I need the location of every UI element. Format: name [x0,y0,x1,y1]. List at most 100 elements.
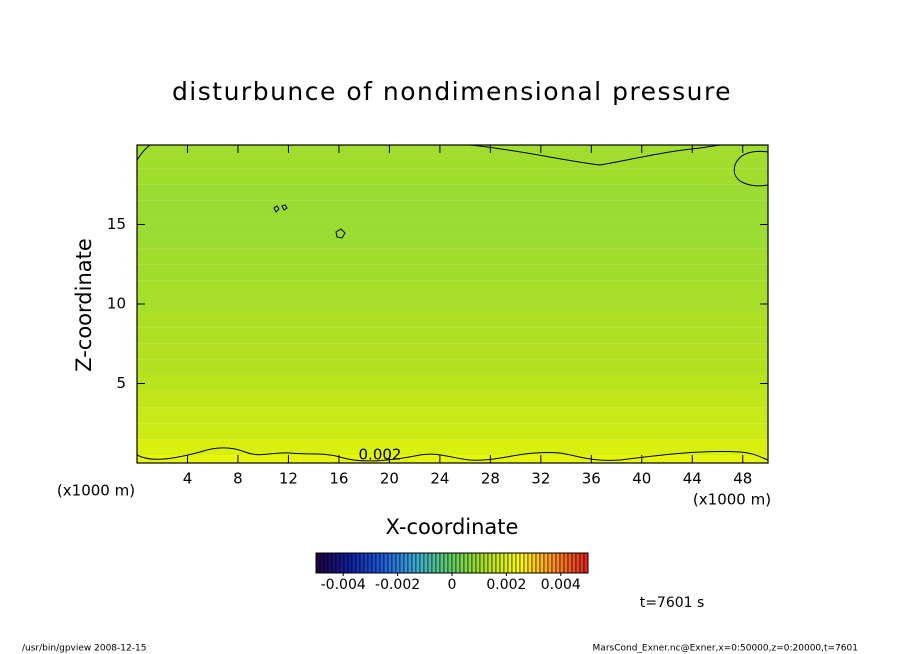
annotation: t=7601 s [640,595,705,611]
colorbar-band [463,552,469,574]
colorbar-band [375,552,381,574]
colorbar-band [567,552,573,574]
colorbar-band [363,552,369,574]
colorbar-band [411,552,417,574]
field-band [137,407,768,424]
x-tick-label: 4 [183,470,193,488]
field-band [137,296,768,312]
colorbar-band [555,552,561,574]
colorbar-band [399,552,405,574]
field-band [137,248,768,265]
chart-title: disturbunce of nondimensional pressure [172,77,732,106]
colorbar-band [327,552,333,574]
x-tick-label: 12 [279,470,298,488]
x-tick-label: 16 [329,470,348,488]
contour-line [137,145,151,161]
colorbar-band [379,552,385,574]
colorbar-band [431,552,437,574]
colorbar-band [459,552,465,574]
colorbar-band [539,552,545,574]
colorbar-band [499,552,505,574]
colorbar-band [427,552,433,574]
colorbar-band [387,552,393,574]
colorbar-band [551,552,557,574]
colorbar-tick-label: -0.002 [375,577,420,593]
y-tick-label: 15 [107,215,126,233]
colorbar-band [391,552,397,574]
contour-line [137,447,768,462]
field-band [137,145,768,153]
field-band [137,391,768,408]
colorbar-band [579,552,585,574]
colorbar-band [335,552,341,574]
field-band [137,168,768,185]
colorbar-band [575,552,581,574]
colorbar-band [503,552,509,574]
colorbar-band [571,552,577,574]
colorbar-band [315,552,321,574]
colorbar-tick-label: 0 [448,577,457,593]
y-axis-unit: (x1000 m) [57,482,135,500]
colorbar-band [583,552,589,574]
colorbar-band [407,552,413,574]
y-axis-label: Z-coordinate [72,238,96,372]
x-tick-label: 44 [683,470,702,488]
colorbar-tick-label: 0.004 [541,577,581,593]
contour-label: 0.002 [359,446,402,464]
field-band [137,232,768,249]
colorbar-band [383,552,389,574]
field [137,145,768,463]
colorbar-band [547,552,553,574]
y-tick-label: 5 [116,374,126,392]
x-axis-unit: (x1000 m) [693,491,771,509]
x-axis-label: X-coordinate [386,515,519,539]
field-band [137,343,768,360]
colorbar-band [535,552,541,574]
colorbar-band [355,552,361,574]
colorbar-band [471,552,477,574]
colorbar-band [331,552,337,574]
colorbar-band [475,552,481,574]
colorbar-band [419,552,425,574]
x-tick-label: 8 [233,470,243,488]
x-tick-label: 20 [380,470,399,488]
colorbar-band [531,552,537,574]
field-band [137,311,768,328]
field-band [137,375,768,392]
colorbar-band [371,552,377,574]
colorbar-band [359,552,365,574]
colorbar-band [343,552,349,574]
colorbar-band [527,552,533,574]
colorbar-band [511,552,517,574]
colorbar-band [415,552,421,574]
colorbar-band [451,552,457,574]
field-band [137,216,768,233]
contour-line [469,145,721,166]
colorbar-band [563,552,569,574]
field-band [137,264,768,281]
colorbar-band [479,552,485,574]
field-band [137,280,768,297]
colorbar-band [523,552,529,574]
field-band [137,152,768,169]
colorbar: -0.004 -0.002 0 0.002 0.004 [315,552,589,593]
colorbar-band [515,552,521,574]
colorbar-band [467,552,473,574]
colorbar-band [507,552,513,574]
colorbar-band [351,552,357,574]
y-tick-label: 10 [107,295,126,313]
field-band [137,423,768,440]
colorbar-band [495,552,501,574]
x-tick-label: 28 [481,470,500,488]
colorbar-band [455,552,461,574]
colorbar-band [483,552,489,574]
colorbar-band [435,552,441,574]
colorbar-band [339,552,345,574]
x-tick-label: 24 [430,470,449,488]
contour-line [335,228,346,239]
field-band [137,184,768,201]
colorbar-band [447,552,453,574]
